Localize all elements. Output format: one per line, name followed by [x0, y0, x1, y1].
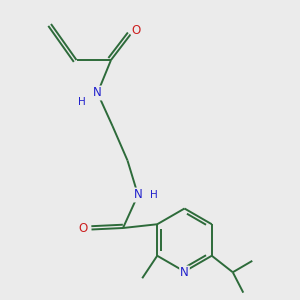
Text: N: N — [93, 86, 102, 100]
Text: O: O — [79, 222, 88, 236]
Text: N: N — [180, 266, 189, 280]
Text: O: O — [132, 23, 141, 37]
Text: H: H — [150, 190, 158, 200]
Text: N: N — [134, 188, 142, 202]
Text: H: H — [78, 97, 86, 107]
